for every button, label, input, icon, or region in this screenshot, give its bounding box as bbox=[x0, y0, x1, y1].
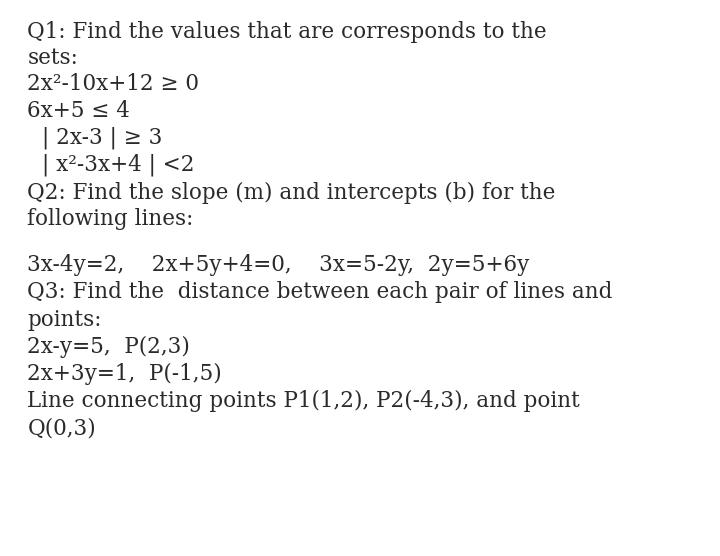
Text: Q(0,3): Q(0,3) bbox=[27, 418, 96, 440]
Text: Q2: Find the slope (m) and intercepts (b) for the: Q2: Find the slope (m) and intercepts (b… bbox=[27, 182, 556, 204]
Text: | x²-3x+4 | <2: | x²-3x+4 | <2 bbox=[42, 153, 194, 176]
Text: 3x-4y=2,    2x+5y+4=0,    3x=5-2y,  2y=5+6y: 3x-4y=2, 2x+5y+4=0, 3x=5-2y, 2y=5+6y bbox=[27, 254, 530, 276]
Text: | 2x-3 | ≥ 3: | 2x-3 | ≥ 3 bbox=[42, 127, 162, 149]
Text: following lines:: following lines: bbox=[27, 208, 194, 231]
Text: 2x+3y=1,  P(-1,5): 2x+3y=1, P(-1,5) bbox=[27, 363, 222, 385]
Text: sets:: sets: bbox=[27, 47, 78, 69]
Text: points:: points: bbox=[27, 309, 102, 331]
Text: 2x-y=5,  P(2,3): 2x-y=5, P(2,3) bbox=[27, 336, 190, 358]
Text: 2x²-10x+12 ≥ 0: 2x²-10x+12 ≥ 0 bbox=[27, 73, 199, 96]
Text: 6x+5 ≤ 4: 6x+5 ≤ 4 bbox=[27, 100, 130, 122]
Text: Q1: Find the values that are corresponds to the: Q1: Find the values that are corresponds… bbox=[27, 21, 547, 43]
Text: Line connecting points P1(1,2), P2(-4,3), and point: Line connecting points P1(1,2), P2(-4,3)… bbox=[27, 390, 580, 413]
Text: Q3: Find the  distance between each pair of lines and: Q3: Find the distance between each pair … bbox=[27, 281, 613, 304]
